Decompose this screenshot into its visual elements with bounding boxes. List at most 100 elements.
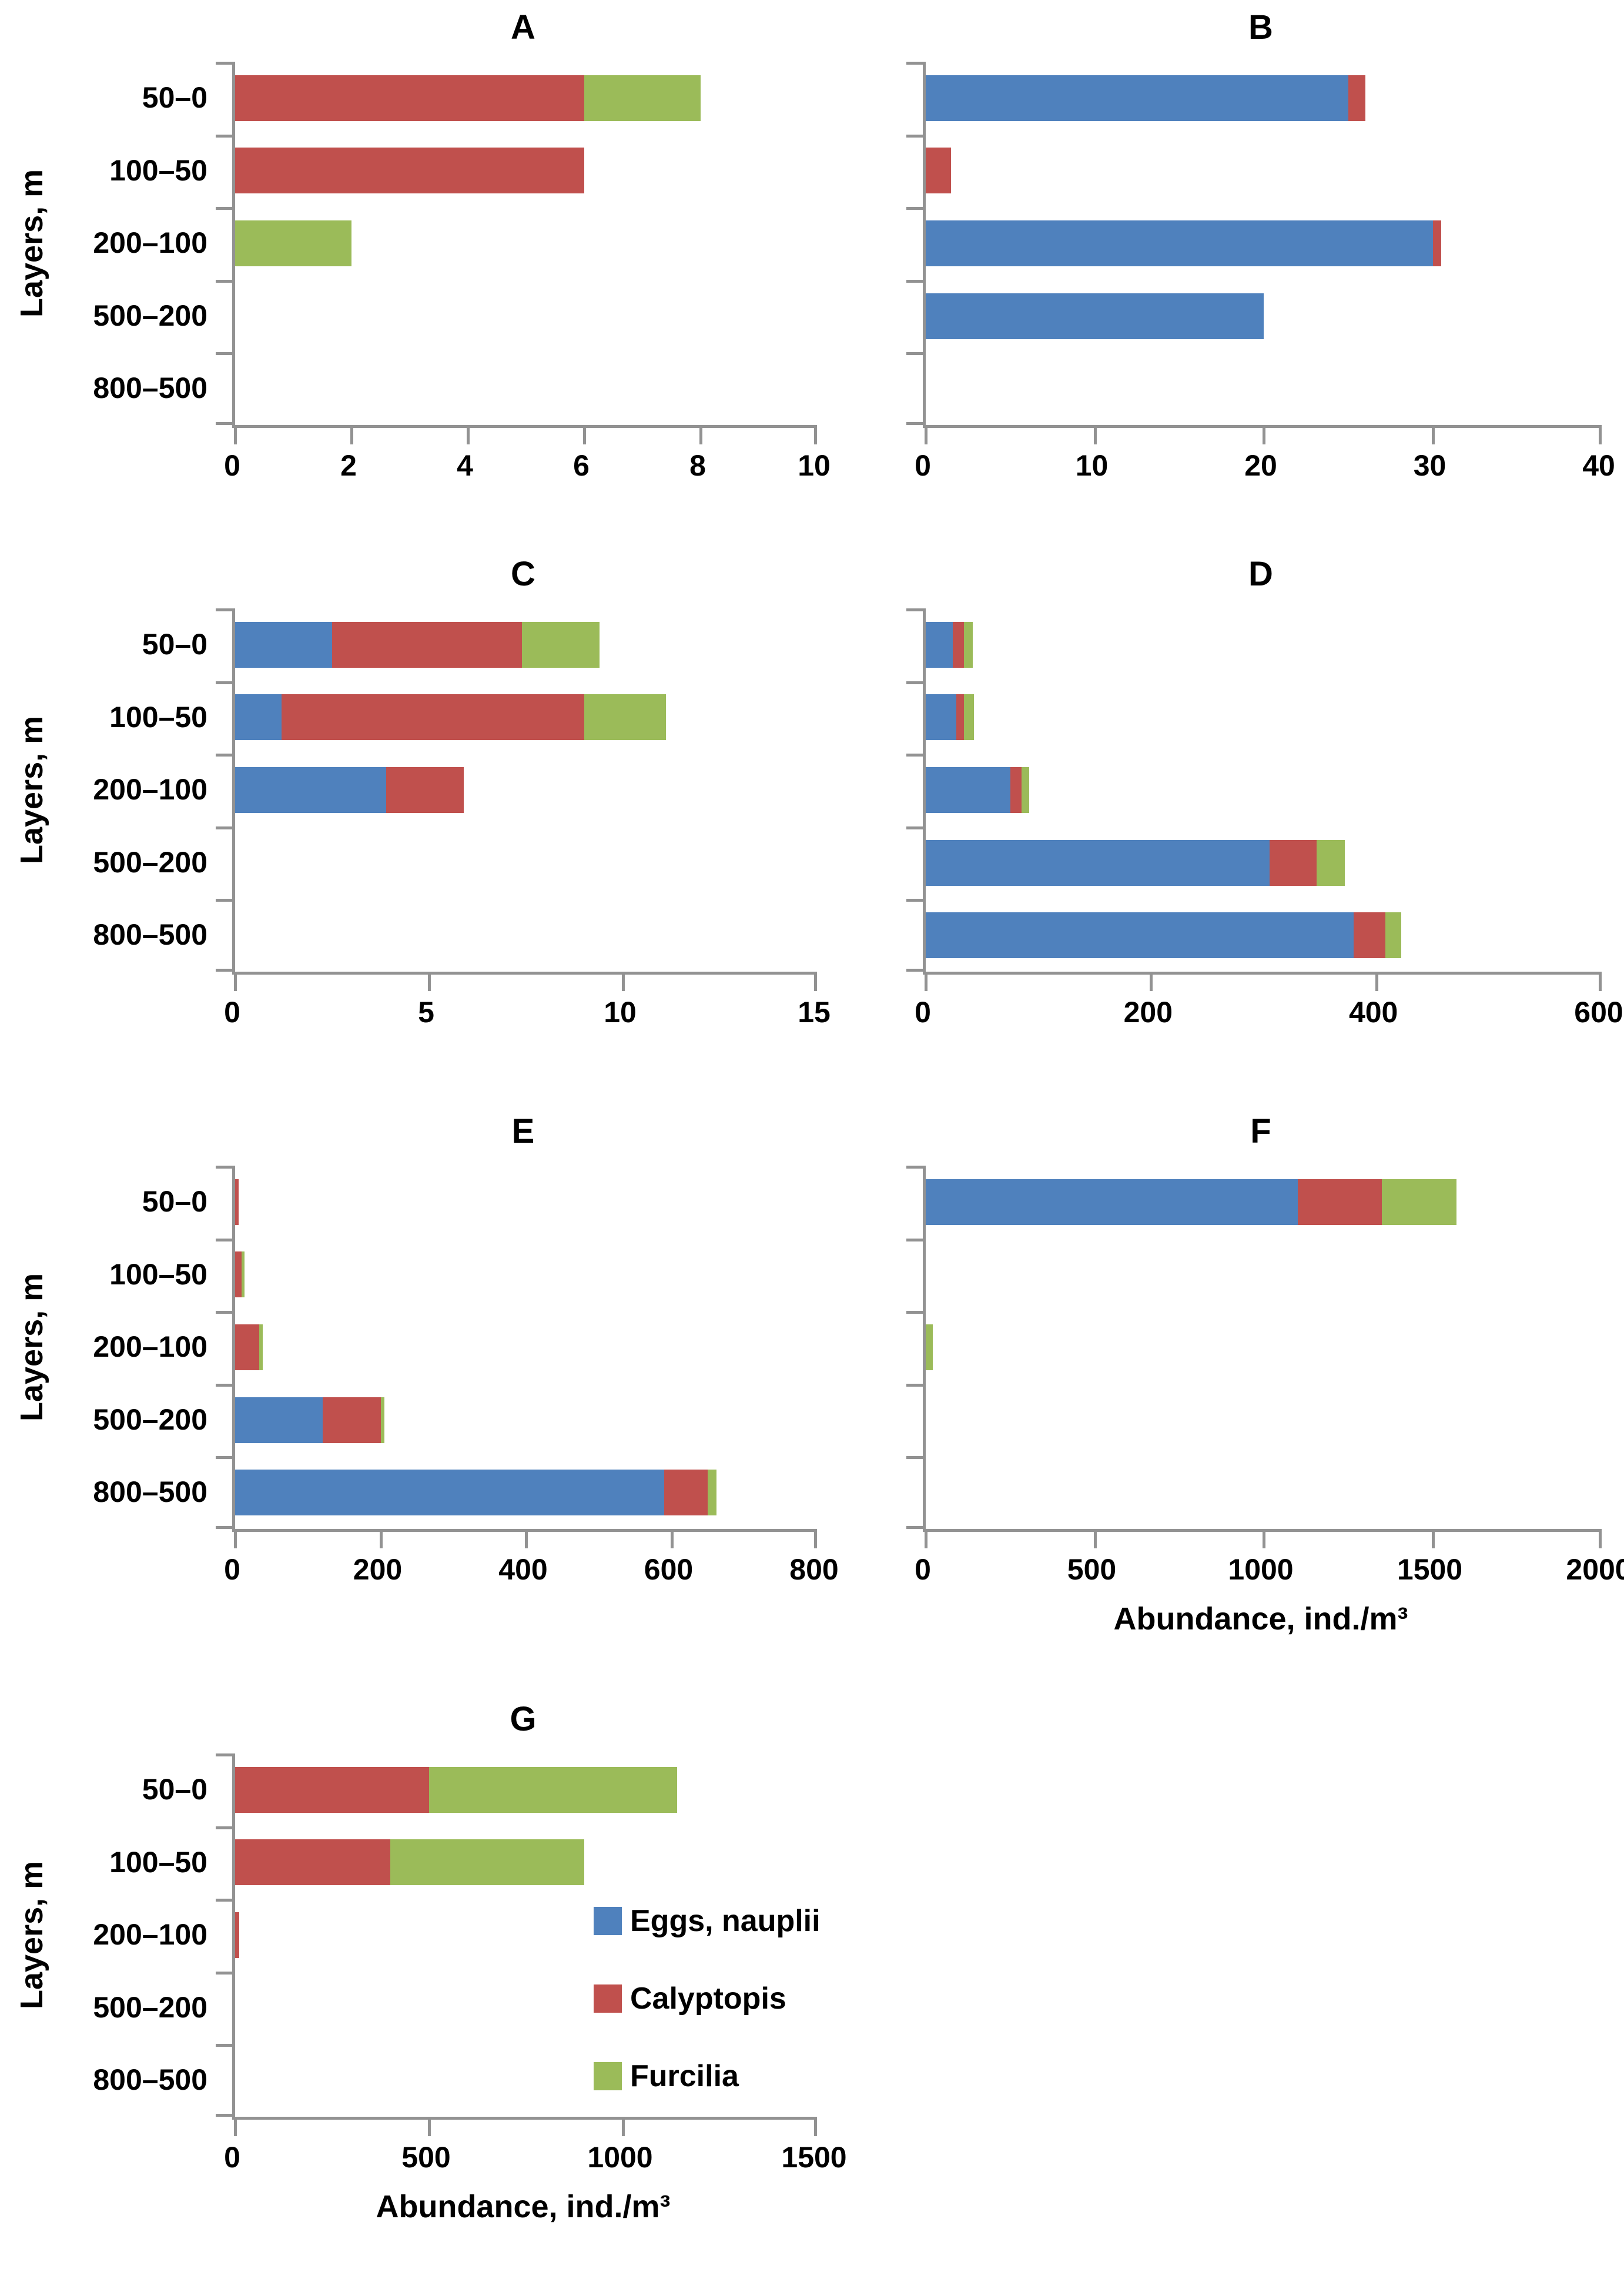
bar-segment-calyptopis xyxy=(235,75,584,121)
y-axis-tick xyxy=(906,352,923,356)
bar-segment-furcilia xyxy=(380,1397,384,1443)
y-category-label: 100–50 xyxy=(109,1845,207,1879)
x-tick-labels-g: 0 500 1000 1500 xyxy=(224,2140,847,2178)
x-axis-tick xyxy=(379,1532,383,1548)
bar-segment-calyptopis xyxy=(235,1912,239,1958)
y-axis-tick xyxy=(216,134,232,138)
x-axis-tick xyxy=(1263,1532,1265,1548)
legend-item-eggs: Eggs, nauplii xyxy=(594,1903,821,1939)
y-category-label: 50–0 xyxy=(142,628,207,661)
x-axis-tick xyxy=(814,1532,817,1548)
plot-area-f xyxy=(906,1166,1602,1548)
legend-item-furcilia: Furcilia xyxy=(594,2059,821,2094)
x-tick-label: 1000 xyxy=(587,2141,653,2174)
y-axis-tick xyxy=(906,62,923,65)
panel-title-e: E xyxy=(511,1112,535,1150)
y-axis-tick xyxy=(906,899,923,902)
bar-segment-furcilia xyxy=(429,1766,678,1813)
x-tick-label: 1000 xyxy=(1228,1553,1294,1586)
x-tick-label: 200 xyxy=(1123,996,1173,1029)
x-axis-label: Abundance, ind./m³ xyxy=(376,2189,671,2224)
bar-segment-calyptopis xyxy=(235,1839,390,1886)
bar-segment-furcilia xyxy=(259,1324,263,1370)
bar-segment-calyptopis xyxy=(1348,75,1365,121)
x-axis-label: Abundance, ind./m³ xyxy=(1113,1601,1408,1637)
y-axis-tick xyxy=(216,2044,232,2047)
x-axis-tick xyxy=(925,1532,927,1548)
y-category-label: 100–50 xyxy=(109,153,207,187)
chart-panel-a: A Layers, m 50–0 100–50 200–100 500–200 800–… xyxy=(0,6,835,523)
bar-segment-calyptopis xyxy=(386,767,464,813)
y-axis-tick xyxy=(216,1526,232,1529)
x-tick-labels-a: 0 2 4 6 8 10 xyxy=(224,449,831,486)
x-axis-tick xyxy=(1431,1532,1435,1548)
y-axis-tick xyxy=(216,422,232,425)
panel-title-d: D xyxy=(1248,555,1273,593)
bar-segment-furcilia xyxy=(584,75,701,121)
y-axis-tick xyxy=(906,422,923,425)
bar-segment-eggs xyxy=(235,1397,323,1443)
bar-segment-furcilia xyxy=(964,694,975,741)
bar-segment-calyptopis xyxy=(1432,220,1441,266)
x-tick-label: 0 xyxy=(915,449,931,482)
x-tick-labels-d: 0 200 400 600 xyxy=(915,995,1623,1033)
y-axis-tick xyxy=(906,1383,923,1387)
y-axis-tick xyxy=(906,681,923,684)
bar-segment-calyptopis xyxy=(235,1179,239,1225)
x-axis-tick xyxy=(1093,428,1097,444)
y-axis-tick xyxy=(216,352,232,356)
y-axis-tick xyxy=(216,608,232,611)
x-axis-tick xyxy=(1431,428,1435,444)
y-category-label: 800–500 xyxy=(93,372,207,405)
y-axis-tick xyxy=(906,1166,923,1169)
y-axis-tick xyxy=(216,2114,232,2117)
x-tick-label: 800 xyxy=(789,1553,839,1586)
y-axis-tick xyxy=(216,1311,232,1314)
bar-segment-furcilia xyxy=(1021,767,1030,813)
bar-segment-calyptopis xyxy=(664,1470,708,1516)
y-category-label: 500–200 xyxy=(93,1403,207,1436)
legend-swatch-furcilia xyxy=(594,2062,622,2090)
y-axis-tick xyxy=(216,1456,232,1460)
x-tick-label: 400 xyxy=(1348,996,1398,1029)
y-category-label: 800–500 xyxy=(93,918,207,952)
x-axis-tick xyxy=(622,975,625,991)
x-tick-label: 0 xyxy=(224,1553,240,1586)
chart-panel-c: C Layers, m 50–0 100–50 200–100 500–200 800–… xyxy=(0,553,835,1070)
y-axis-tick xyxy=(216,969,232,972)
y-axis-tick xyxy=(216,1238,232,1241)
y-axis-tick xyxy=(216,754,232,757)
plot-area-a xyxy=(216,62,817,444)
x-axis-tick xyxy=(234,428,237,444)
bar-segment-calyptopis xyxy=(1354,912,1385,959)
bar-segment-calyptopis xyxy=(1297,1179,1382,1225)
bar-segment-furcilia xyxy=(522,621,600,668)
x-tick-label: 400 xyxy=(498,1553,548,1586)
x-tick-label: 8 xyxy=(689,449,706,482)
bar-segment-furcilia xyxy=(964,621,973,668)
bar-segment-furcilia xyxy=(1317,839,1345,886)
bar-segment-furcilia xyxy=(926,1324,933,1370)
y-axis-tick xyxy=(906,134,923,138)
bar-segment-furcilia xyxy=(584,694,666,741)
y-tick-labels: 50–0 100–50 200–100 500–200 800–500 xyxy=(0,1753,216,2117)
y-axis-tick xyxy=(906,754,923,757)
x-axis-tick xyxy=(925,428,927,444)
x-axis-tick xyxy=(234,975,237,991)
chart-panel-g: G Layers, m 50–0 100–50 200–100 500–200 800–… xyxy=(0,1698,847,2269)
chart-panel-d: D 0 200 400 600 xyxy=(846,553,1624,1070)
bar-segment-eggs xyxy=(926,912,1354,959)
x-tick-label: 0 xyxy=(224,2141,240,2174)
plot-area-g: Eggs, nauplii Calyptopis Furcilia xyxy=(216,1753,821,2136)
legend-swatch-eggs xyxy=(594,1907,622,1935)
bar-segment-eggs xyxy=(926,220,1433,266)
bar-segment-calyptopis xyxy=(235,1251,242,1298)
panel-title-a: A xyxy=(511,8,535,46)
bar-segment-calyptopis xyxy=(332,621,523,668)
x-axis-tick xyxy=(428,2120,431,2136)
y-axis-tick xyxy=(906,969,923,972)
bar-segment-calyptopis xyxy=(235,1324,259,1370)
bar-segment-eggs xyxy=(926,293,1264,339)
bar-segment-eggs xyxy=(926,1179,1298,1225)
y-axis-tick xyxy=(906,1238,923,1241)
